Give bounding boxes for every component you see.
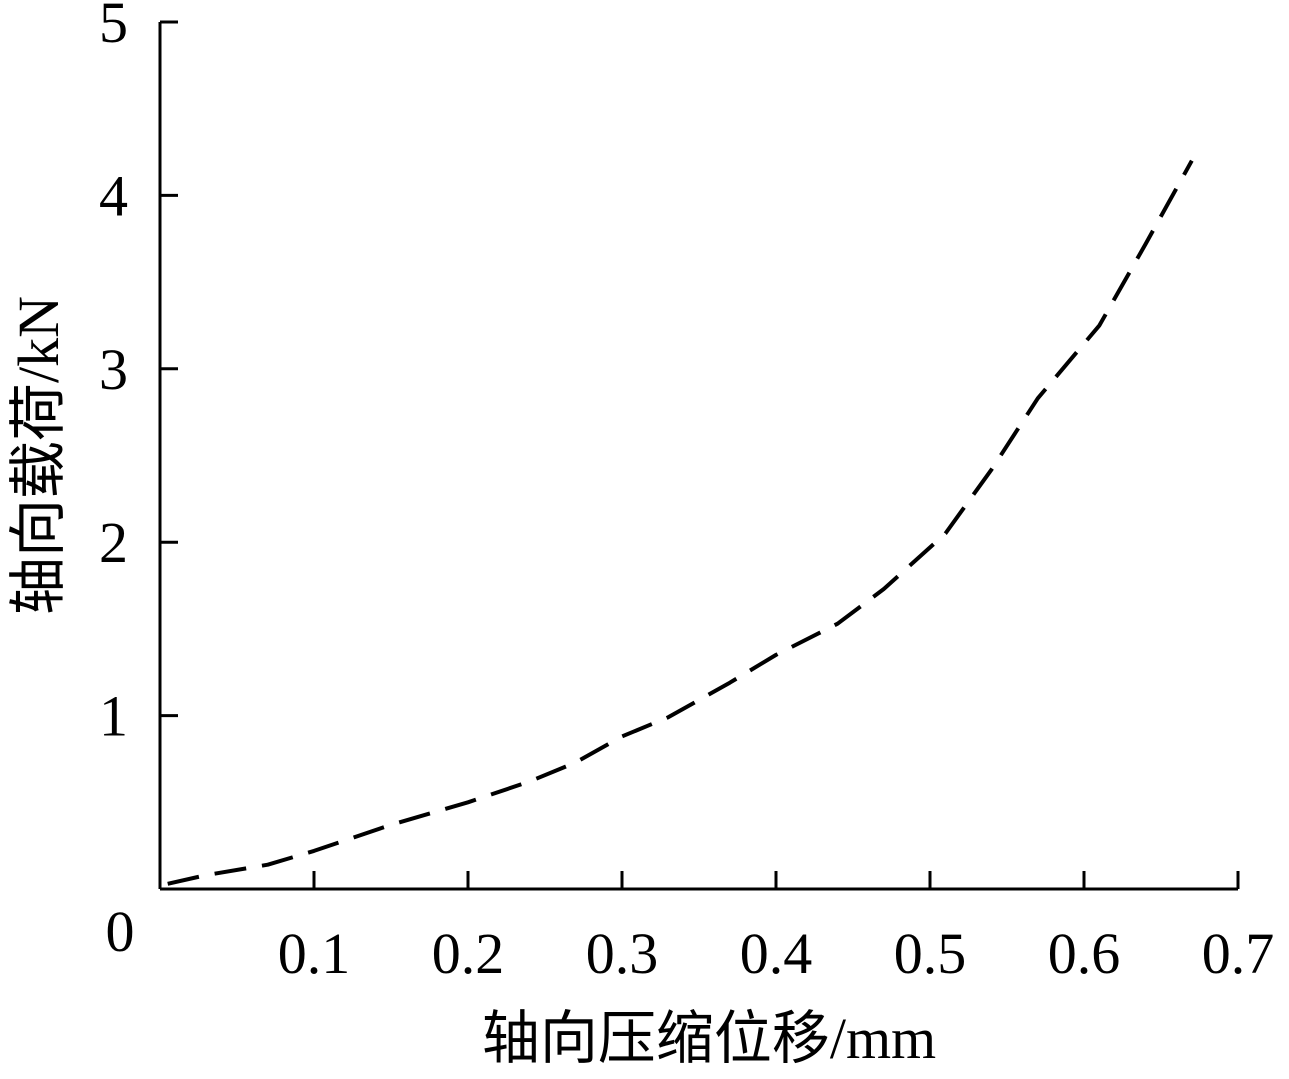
- y-tick-label: 4: [99, 163, 128, 228]
- origin-label: 0: [106, 899, 135, 964]
- y-tick-label: 1: [99, 684, 128, 749]
- axes: [158, 22, 1238, 891]
- x-tick-label: 0.6: [1048, 921, 1121, 986]
- x-tick-label: 0.5: [894, 921, 967, 986]
- x-tick-label: 0.3: [586, 921, 659, 986]
- x-tick-label: 0.2: [432, 921, 505, 986]
- series-group: [167, 159, 1194, 886]
- series-line: [167, 159, 1194, 886]
- x-tick-label: 0.7: [1202, 921, 1275, 986]
- y-tick-label: 2: [99, 510, 128, 575]
- x-axis-title: 轴向压缩位移/mm: [482, 1006, 936, 1071]
- x-tick-label: 0.1: [278, 921, 351, 986]
- y-tick-label: 5: [99, 0, 128, 55]
- x-tick-label: 0.4: [740, 921, 813, 986]
- y-axis-title: 轴向载荷/kN: [6, 296, 71, 615]
- ticks: 1 2 3 4 5 0.1 0.2 0.3 0.4 0.5 0.6 0.7: [99, 0, 1274, 986]
- y-tick-label: 3: [99, 337, 128, 402]
